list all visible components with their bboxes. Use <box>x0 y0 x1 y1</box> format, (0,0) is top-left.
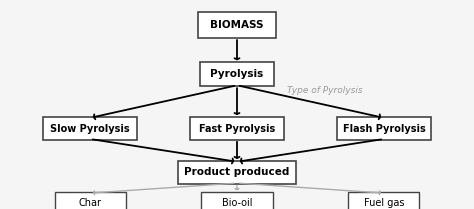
Text: Slow Pyrolysis: Slow Pyrolysis <box>50 124 130 134</box>
Text: Fast Pyrolysis: Fast Pyrolysis <box>199 124 275 134</box>
FancyBboxPatch shape <box>200 62 274 86</box>
FancyBboxPatch shape <box>198 12 276 38</box>
FancyBboxPatch shape <box>190 117 284 140</box>
FancyBboxPatch shape <box>43 117 137 140</box>
Text: Bio-oil: Bio-oil <box>222 198 252 208</box>
FancyBboxPatch shape <box>337 117 431 140</box>
FancyBboxPatch shape <box>201 192 273 209</box>
Text: Type of Pyrolysis: Type of Pyrolysis <box>287 86 363 96</box>
Text: Char: Char <box>79 198 101 208</box>
Text: Pyrolysis: Pyrolysis <box>210 69 264 79</box>
Text: Product produced: Product produced <box>184 167 290 177</box>
FancyBboxPatch shape <box>55 192 126 209</box>
FancyBboxPatch shape <box>348 192 419 209</box>
Text: Flash Pyrolysis: Flash Pyrolysis <box>343 124 425 134</box>
Text: BIOMASS: BIOMASS <box>210 20 264 30</box>
FancyBboxPatch shape <box>178 161 296 184</box>
Text: Fuel gas: Fuel gas <box>364 198 404 208</box>
